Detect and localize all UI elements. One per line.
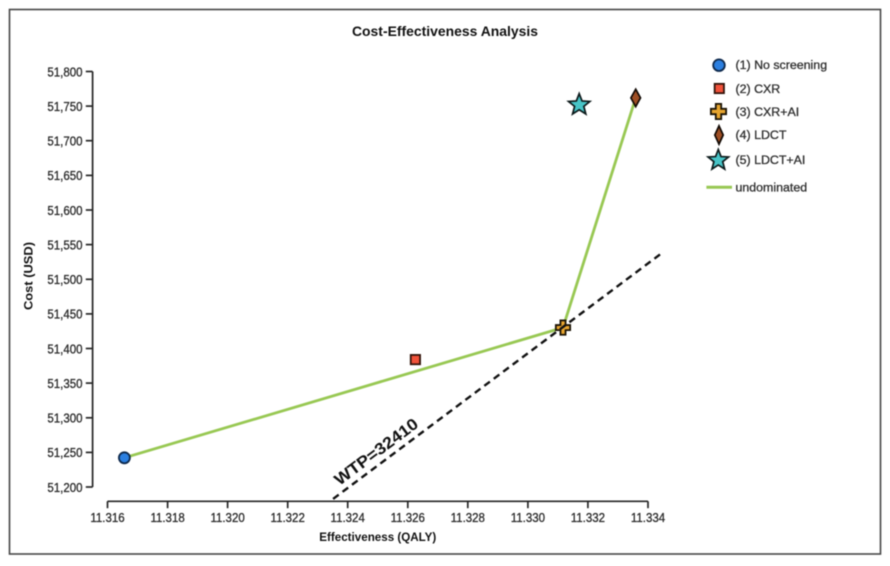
- svg-text:11.334: 11.334: [631, 511, 665, 525]
- svg-text:(2) CXR: (2) CXR: [736, 82, 781, 96]
- svg-text:11.324: 11.324: [331, 511, 365, 525]
- svg-text:(1) No screening: (1) No screening: [736, 58, 828, 72]
- svg-text:51,800: 51,800: [47, 65, 82, 79]
- svg-text:51,200: 51,200: [47, 481, 82, 495]
- svg-text:51,450: 51,450: [47, 308, 82, 322]
- svg-text:11.320: 11.320: [210, 511, 244, 525]
- svg-text:11.328: 11.328: [451, 511, 485, 525]
- svg-text:(4) LDCT: (4) LDCT: [736, 128, 787, 142]
- svg-text:11.318: 11.318: [150, 511, 184, 525]
- svg-text:11.326: 11.326: [391, 511, 425, 525]
- svg-text:51,700: 51,700: [47, 135, 82, 149]
- svg-text:Effectiveness (QALY): Effectiveness (QALY): [319, 530, 436, 544]
- svg-text:51,250: 51,250: [47, 446, 82, 460]
- svg-text:51,400: 51,400: [47, 342, 82, 356]
- svg-text:51,750: 51,750: [47, 100, 82, 114]
- svg-text:11.332: 11.332: [571, 511, 605, 525]
- svg-text:51,500: 51,500: [47, 273, 82, 287]
- svg-text:undominated: undominated: [736, 180, 808, 194]
- svg-text:(5) LDCT+AI: (5) LDCT+AI: [736, 153, 806, 167]
- svg-text:Cost (USD): Cost (USD): [22, 242, 36, 310]
- svg-text:51,550: 51,550: [47, 238, 82, 252]
- svg-text:11.322: 11.322: [271, 511, 305, 525]
- svg-text:11.316: 11.316: [90, 511, 124, 525]
- svg-text:11.330: 11.330: [511, 511, 545, 525]
- svg-text:Cost-Effectiveness Analysis: Cost-Effectiveness Analysis: [352, 23, 538, 39]
- svg-text:(3) CXR+AI: (3) CXR+AI: [736, 105, 800, 119]
- svg-text:51,350: 51,350: [47, 377, 82, 391]
- svg-text:51,650: 51,650: [47, 169, 82, 183]
- svg-text:51,300: 51,300: [47, 412, 82, 426]
- svg-text:51,600: 51,600: [47, 204, 82, 218]
